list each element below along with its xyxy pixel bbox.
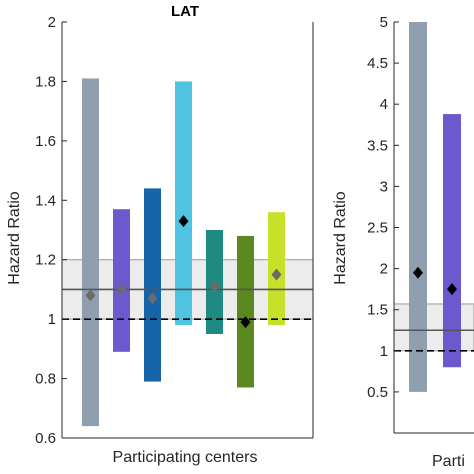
hr-marker [413, 266, 423, 279]
x-axis-label: Participating centers [113, 449, 258, 466]
y-tick-label: 0.6 [35, 430, 56, 447]
y-tick-label: 0.8 [35, 371, 56, 388]
center-ci-bar [113, 209, 130, 352]
center-ci-bar [175, 81, 192, 326]
hr-marker [447, 283, 457, 296]
hr-marker [178, 215, 189, 228]
y-tick-label: 1.5 [367, 302, 388, 319]
y-axis-label: Hazard Ratio [6, 191, 23, 284]
y-tick-label: 2.5 [367, 220, 388, 237]
y-tick-label: 3 [380, 178, 388, 195]
y-tick-label: 4.5 [367, 55, 388, 72]
hr-marker [116, 283, 127, 296]
center-ci-bar [409, 22, 427, 392]
lat-panel: LAT Hazard Ratio Participating centers 0… [6, 3, 314, 466]
x-axis-label-2: Parti [432, 453, 465, 470]
hr-marker [209, 280, 220, 293]
center-ci-bar [237, 235, 254, 388]
hr-marker [271, 268, 282, 281]
y-tick-label: 1.8 [35, 73, 56, 90]
hr-marker [240, 316, 251, 329]
center-ci-bar [443, 114, 461, 368]
y-tick-label: 5 [380, 14, 388, 31]
center-ci-bar [82, 78, 99, 427]
y-tick-label: 2 [48, 14, 56, 31]
y-tick-label: 2 [380, 261, 388, 278]
y-tick-label: 1 [48, 311, 56, 328]
y-axis-label-2: Hazard Ratio [332, 191, 349, 284]
pooled-ci-band [393, 303, 474, 352]
chart-title: LAT [171, 3, 199, 20]
center-ci-bar [144, 188, 161, 382]
hr-marker [147, 292, 158, 305]
y-tick-label: 1.4 [35, 192, 56, 209]
y-tick-label: 1.2 [35, 252, 56, 269]
second-panel: Hazard Ratio Parti 0.5 1 1.5 2 2.5 3 3.5 4 4.5 5 [332, 14, 474, 470]
y-tick-label: 0.5 [367, 384, 388, 401]
y-tick-label: 1 [380, 343, 388, 360]
y-tick-label: 4 [380, 96, 388, 113]
y-tick-label: 1.6 [35, 133, 56, 150]
y-tick-label: 3.5 [367, 137, 388, 154]
hr-marker [85, 289, 96, 302]
